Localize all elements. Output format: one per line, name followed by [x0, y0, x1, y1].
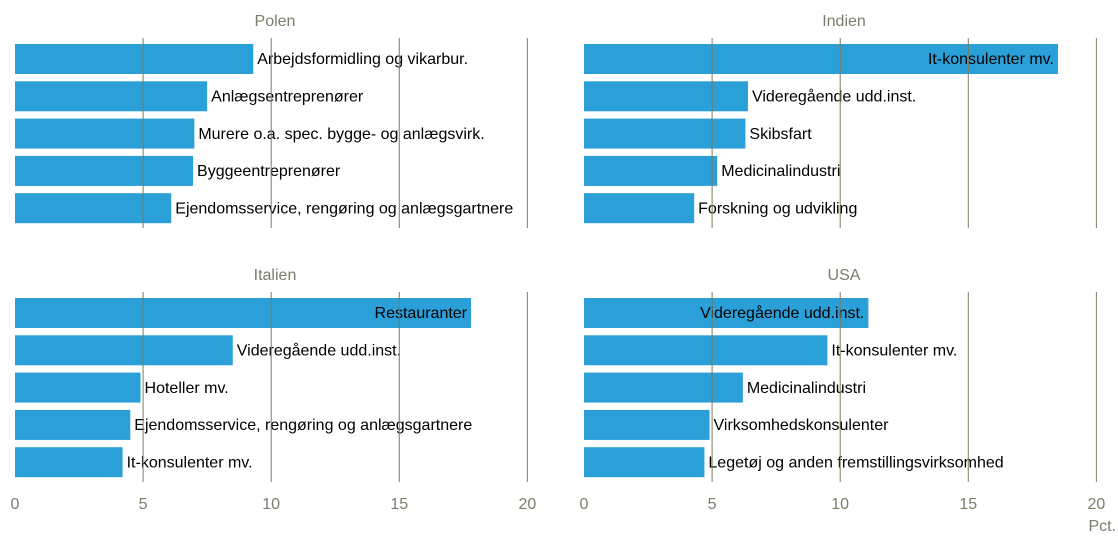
bar	[584, 81, 748, 112]
bar-label: It-konsulenter mv.	[127, 454, 253, 471]
bar-label: Videregående udd.inst.	[700, 304, 864, 322]
bar	[15, 118, 195, 149]
x-tick-label: 5	[139, 496, 148, 513]
bar	[15, 335, 233, 366]
x-tick-label: 20	[1087, 496, 1105, 513]
bar-label: Medicinalindustri	[747, 380, 866, 397]
panel-title: Indien	[822, 13, 866, 30]
bar	[15, 193, 172, 224]
bar-label: Restauranter	[375, 305, 468, 322]
bar-label: Ejendomsservice, rengøring og anlægsgart…	[134, 417, 472, 434]
panel-title: USA	[828, 267, 861, 284]
x-tick-label: 0	[11, 496, 20, 513]
bar	[584, 118, 746, 149]
panel-title: Polen	[255, 13, 296, 30]
bar	[15, 44, 254, 74]
x-tick-label: 20	[518, 496, 536, 513]
bar-label: It-konsulenter mv.	[928, 51, 1054, 68]
bar	[15, 409, 131, 440]
panel: Videregående udd.inst. It-konsulenter mv.…	[584, 298, 1004, 478]
bar	[584, 409, 710, 440]
bar-label: Anlægsentreprenører	[211, 89, 364, 106]
bar	[584, 447, 705, 478]
bar-label: Videregående udd.inst.	[752, 88, 916, 106]
bar-label: Murere o.a. spec. bygge- og anlægsvirk.	[198, 126, 484, 143]
bar-label: Byggeentreprenører	[197, 163, 341, 180]
bar	[584, 193, 695, 224]
bar-label: Hoteller mv.	[145, 380, 229, 397]
x-tick-label: 15	[959, 496, 977, 513]
bar-label: Virksomhedskonsulenter	[714, 417, 890, 434]
bar	[584, 372, 743, 403]
x-tick-label: 10	[831, 496, 849, 513]
panel: Restauranter Videregående udd.inst. Hotell…	[15, 298, 472, 478]
x-tick-label: 15	[390, 496, 408, 513]
bar-label: Legetøj og anden fremstillingsvirksomhed	[708, 454, 1003, 471]
panel-title: Italien	[254, 267, 297, 284]
bar	[584, 155, 718, 186]
bar	[15, 298, 472, 328]
bar	[15, 447, 123, 478]
bar-label: Skibsfart	[749, 126, 812, 143]
bar	[584, 44, 1058, 74]
x-tick-label: 10	[262, 496, 280, 513]
bar	[15, 155, 194, 186]
bar	[584, 298, 869, 328]
bar-label: Medicinalindustri	[721, 163, 840, 180]
bar-label: Ejendomsservice, rengøring og anlægsgart…	[175, 200, 513, 217]
panel: Arbejdsformidling og vikarbur. Anlægsentr…	[15, 44, 513, 224]
bar	[15, 372, 141, 403]
x-tick-label: 5	[708, 496, 717, 513]
x-axis-label: Pct.	[1088, 518, 1116, 535]
bar	[584, 335, 828, 366]
bar	[15, 81, 208, 112]
panel: It-konsulenter mv. Videregående udd.inst.…	[584, 44, 1058, 224]
bar-label: Forskning og udvikling	[698, 200, 857, 217]
bar-label: Arbejdsformidling og vikarbur.	[257, 51, 468, 68]
x-tick-label: 0	[580, 496, 589, 513]
bar-label: Videregående udd.inst.	[237, 342, 401, 360]
bar-label: It-konsulenter mv.	[831, 343, 957, 360]
